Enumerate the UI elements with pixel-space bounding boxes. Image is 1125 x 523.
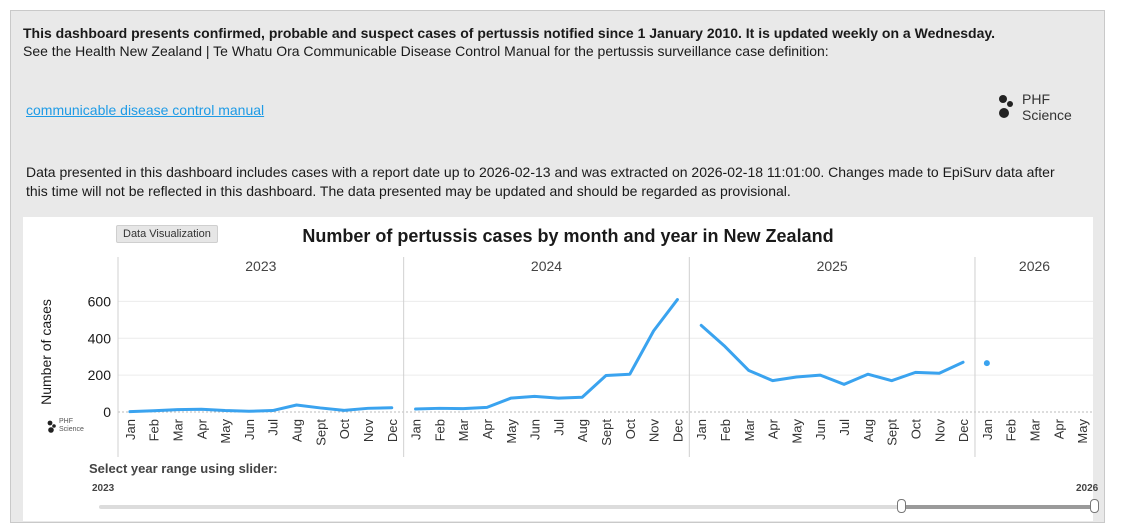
x-tick-label: Aug — [290, 419, 305, 442]
intro-heading: This dashboard presents confirmed, proba… — [23, 25, 996, 41]
facet-year-label: 2026 — [1019, 258, 1050, 274]
x-tick-label: Dec — [385, 419, 400, 443]
x-tick-label: Jan — [123, 419, 138, 440]
slider-selected-range — [901, 505, 1095, 509]
x-tick-label: May — [504, 419, 519, 444]
x-tick-label: Jan — [694, 419, 709, 440]
x-tick-label: Jan — [980, 419, 995, 440]
x-tick-label: Jul — [837, 419, 852, 436]
logo-line2: Science — [1022, 107, 1072, 123]
facet-year-label: 2023 — [245, 258, 276, 274]
logo-dots-icon — [999, 95, 1013, 118]
x-tick-label: Jul — [266, 419, 281, 436]
x-tick-label: Nov — [361, 419, 376, 443]
x-tick-label: Jun — [813, 419, 828, 440]
x-tick-label: Sept — [313, 419, 328, 446]
facet-year-label: 2024 — [531, 258, 562, 274]
x-tick-label: Aug — [575, 419, 590, 442]
x-tick-label: Jan — [409, 419, 424, 440]
x-tick-label: Mar — [171, 418, 186, 441]
x-tick-label: Oct — [908, 419, 923, 440]
series-line-2024 — [414, 298, 679, 411]
chart-logo-icon — [48, 427, 54, 433]
x-tick-label: Oct — [337, 419, 352, 440]
dashboard-panel: This dashboard presents confirmed, proba… — [10, 10, 1105, 523]
slider-label: Select year range using slider: — [89, 461, 278, 476]
x-tick-label: Jun — [528, 419, 543, 440]
series-line-2023 — [128, 403, 394, 414]
x-tick-label: Oct — [623, 419, 638, 440]
chart-logo-icon — [52, 424, 56, 428]
y-tick-label: 0 — [103, 404, 111, 420]
data-visualization-tooltip: Data Visualization — [116, 225, 218, 243]
x-tick-label: Feb — [718, 419, 733, 441]
x-tick-label: Nov — [932, 419, 947, 443]
y-tick-label: 600 — [88, 293, 112, 309]
logo-line1: PHF — [1022, 91, 1050, 107]
chart-title: Number of pertussis cases by month and y… — [302, 226, 833, 246]
x-tick-label: May — [218, 419, 233, 444]
x-tick-label: May — [1075, 419, 1090, 444]
data-info-text: Data presented in this dashboard include… — [26, 164, 1055, 199]
slider-max-label: 2026 — [1076, 483, 1099, 494]
x-tick-label: Dec — [956, 419, 971, 443]
chart-logo-text: Science — [59, 426, 84, 433]
x-tick-label: Apr — [1051, 418, 1066, 439]
x-tick-label: Jul — [551, 419, 566, 436]
phf-science-logo: PHF Science — [996, 91, 1091, 131]
x-tick-label: Feb — [147, 419, 162, 441]
x-tick-label: Mar — [742, 418, 757, 441]
facet-year-label: 2025 — [817, 258, 848, 274]
x-tick-label: Apr — [766, 418, 781, 439]
chart-logo-icon — [47, 420, 53, 426]
x-tick-label: Jun — [242, 419, 257, 440]
y-tick-label: 200 — [88, 367, 112, 383]
logo-text: PHF Science — [1022, 91, 1072, 123]
x-tick-label: Sept — [599, 419, 614, 446]
x-tick-label: Nov — [647, 419, 662, 443]
series-line-2025 — [699, 323, 965, 386]
data-point — [983, 360, 990, 367]
x-tick-label: Apr — [194, 418, 209, 439]
x-tick-label: Feb — [1004, 419, 1019, 441]
x-tick-label: Mar — [1027, 418, 1042, 441]
chart-logo-text: PHF — [59, 418, 73, 425]
cases-line-chart: Number of pertussis cases by month and y… — [38, 226, 1095, 460]
x-tick-label: May — [789, 419, 804, 444]
cdc-manual-link[interactable]: communicable disease control manual — [26, 102, 265, 118]
slider-end-handle[interactable] — [1090, 499, 1099, 513]
x-tick-label: Apr — [480, 418, 495, 439]
x-tick-label: Aug — [861, 419, 876, 442]
slider-min-label: 2023 — [92, 483, 115, 494]
x-tick-label: Dec — [670, 419, 685, 443]
x-tick-label: Sept — [885, 419, 900, 446]
chart-container: Number of pertussis cases by month and y… — [23, 217, 1099, 521]
year-range-slider[interactable] — [99, 499, 1099, 513]
intro-text: See the Health New Zealand | Te Whatu Or… — [23, 43, 829, 59]
slider-start-handle[interactable] — [897, 499, 906, 513]
y-tick-label: 400 — [88, 330, 112, 346]
x-tick-label: Mar — [456, 418, 471, 441]
y-axis-label: Number of cases — [38, 299, 54, 405]
x-tick-label: Feb — [432, 419, 447, 441]
